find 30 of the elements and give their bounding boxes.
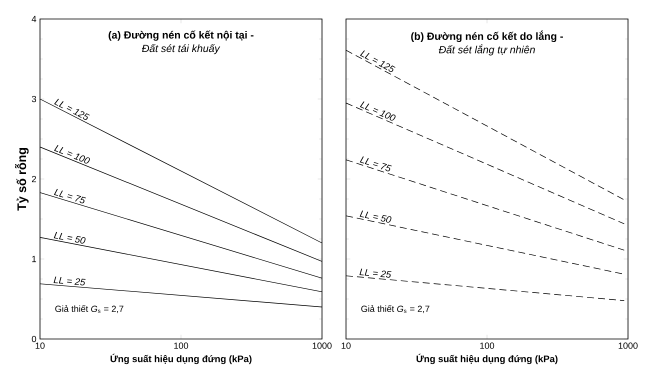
text: LL = 50 xyxy=(54,232,86,244)
y-tick-label: 0 xyxy=(32,336,36,342)
x-tick-label: 100 xyxy=(480,342,494,349)
text: LL = 100 xyxy=(360,101,396,121)
y-axis-title: Tỷ số rỗng xyxy=(15,148,29,211)
y-tick-label: 3 xyxy=(32,96,36,102)
x-tick-label: 100 xyxy=(174,342,188,349)
text: (b) Đường nén cố kết do lắng - xyxy=(411,30,563,42)
x-tick-label: 10 xyxy=(36,342,45,349)
annotation: Giả thiết G$_{s}$ = 2,7 xyxy=(361,305,430,314)
text: Đất sét tái khuấy xyxy=(142,44,220,54)
text: (a) Đường nén cố kết nội tại - xyxy=(108,30,254,41)
x-tick-label: 1000 xyxy=(618,342,638,349)
y-tick-label: 4 xyxy=(32,16,36,22)
text: LL = 25 xyxy=(359,268,392,278)
x-tick-label: 1000 xyxy=(312,342,332,349)
text: LL = 125 xyxy=(360,50,396,72)
text: LL = 125 xyxy=(54,98,90,120)
y-tick-label: 2 xyxy=(32,176,36,182)
text: LL = 75 xyxy=(360,156,392,172)
text: LL = 75 xyxy=(54,188,86,204)
y-tick-label: 1 xyxy=(32,256,36,262)
annotation: Giả thiết G$_{s}$ = 2,7 xyxy=(55,305,124,314)
series-label: LL = 25 xyxy=(54,276,86,286)
x-axis-title: Ứng suất hiệu dụng đứng (kPa) xyxy=(416,354,558,364)
text: Đất sét lắng tự nhiên xyxy=(438,44,535,56)
x-tick-label: 10 xyxy=(342,342,351,349)
x-axis-title: Ứng suất hiệu dụng đứng (kPa) xyxy=(110,354,252,364)
text: LL = 50 xyxy=(360,210,392,223)
text: LL = 100 xyxy=(54,145,90,164)
